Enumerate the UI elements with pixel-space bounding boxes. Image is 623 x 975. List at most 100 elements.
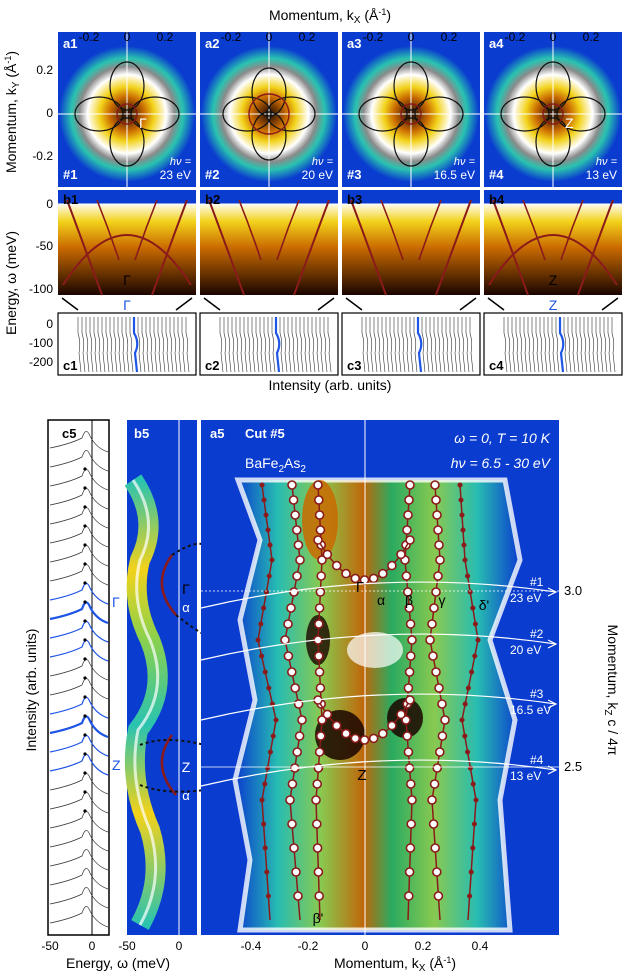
fs-contour [535, 117, 571, 167]
a5-right-tick: 3.0 [564, 583, 582, 598]
a5-xtick: 0.2 [415, 939, 432, 953]
a5-hotspot [315, 710, 365, 760]
a5-band-marker [404, 667, 415, 677]
a5-band-marker [313, 619, 324, 629]
band-dispersion [492, 199, 529, 296]
edc-curve [547, 317, 552, 373]
fs-center-label: Z [565, 115, 574, 131]
a5-band-marker [262, 781, 268, 787]
edc-curve [453, 317, 458, 373]
a5-band-marker [404, 867, 415, 877]
c5-edc-curve [49, 868, 109, 890]
edc-curve [81, 317, 86, 373]
a5-band-marker [405, 619, 416, 629]
a5-band-marker [405, 779, 416, 789]
kx-tick: 0 [124, 30, 131, 44]
band-label-delta-prime: δ' [479, 597, 489, 613]
edc-curve [137, 317, 142, 373]
disp-map-top [200, 190, 338, 204]
edc-curve [413, 317, 418, 373]
a5-band-marker [404, 495, 414, 505]
edc-curve [611, 317, 616, 373]
a5-band-marker [459, 717, 465, 723]
a5-band-marker [428, 819, 439, 829]
a5-band-marker [290, 683, 301, 693]
c5-edc-curve [49, 887, 109, 909]
a5-band-marker [315, 525, 326, 535]
band-dispersion [238, 199, 262, 261]
edc-curve [185, 317, 190, 373]
band-dispersion [293, 199, 330, 296]
edc-curve [279, 317, 284, 373]
b-tick: -100 [29, 282, 53, 296]
a5-band-marker [458, 497, 464, 503]
fs-contour [109, 61, 145, 111]
ky-axis-title: Momentum, kY (Å-1) [3, 51, 22, 173]
c5-peak-dot [83, 714, 87, 718]
a5-band-marker [294, 731, 305, 741]
panel-b5: b5 Γ α Z α -50 0 [118, 420, 206, 953]
band-dispersion [522, 199, 546, 261]
edc-curve [409, 317, 414, 373]
b5-xtick: -50 [118, 939, 136, 953]
a5-band-marker [467, 589, 473, 595]
c5-xtick: 0 [89, 939, 96, 953]
edc-curve [85, 317, 90, 373]
edc-curve [327, 317, 332, 373]
edc-curve [77, 317, 82, 373]
edc-curve [361, 317, 366, 373]
edc-curve [405, 317, 410, 373]
cut-name: #4 [530, 753, 544, 767]
a5-band-marker [315, 683, 326, 693]
band-dispersion [488, 234, 618, 286]
edc-curve [315, 317, 320, 373]
a5-band-marker [432, 510, 442, 520]
zoom-connector [345, 297, 363, 311]
edc-curve [93, 317, 98, 373]
fs-panel-label: a4 [489, 36, 504, 51]
a5-band-marker [313, 651, 324, 661]
edc-center-label: Z [549, 297, 558, 313]
a5-band-marker [470, 781, 476, 787]
a5-band-marker [286, 667, 297, 677]
a5-band-marker [425, 635, 435, 645]
c5-xtick: -50 [41, 939, 59, 953]
fs-panel-label: a2 [205, 36, 219, 51]
cut-line [200, 759, 557, 787]
band-dispersion [66, 199, 103, 296]
c-tick: 0 [46, 317, 53, 331]
fs-contour [251, 67, 287, 117]
a5-band-marker [264, 869, 270, 875]
a5-band-marker [429, 779, 440, 789]
kx-tick: -0.2 [221, 30, 242, 44]
fs-contour [251, 111, 287, 161]
fs-hv-label: hν = [312, 156, 334, 168]
edc-curve [274, 317, 281, 373]
edc-curve [101, 317, 106, 373]
cut-line [200, 633, 557, 661]
a5-band-marker [283, 651, 294, 661]
fs-panel-label: a1 [63, 36, 77, 51]
a5-band-marker [262, 845, 268, 851]
edc-curve [449, 317, 454, 373]
a5-xtick: -0.4 [241, 939, 262, 953]
a5-band-marker [331, 560, 342, 571]
edc-curve [389, 317, 394, 373]
c5-peak-dot [83, 581, 87, 585]
cut-arrow [547, 699, 558, 709]
a5-band-marker [293, 540, 304, 550]
b5-z-band [160, 734, 177, 796]
a5-band-marker [285, 795, 295, 805]
a5-band-marker [312, 779, 323, 789]
c5-peak-dot [83, 771, 87, 775]
a5-right-tick: 2.5 [564, 759, 582, 774]
c5-edc-curve [49, 431, 109, 453]
a5-band-marker [467, 765, 473, 771]
fs-cut-label: #4 [489, 167, 504, 182]
a5-band-marker [289, 587, 299, 597]
edc-curve [141, 317, 146, 373]
fs-hv-value: 16.5 eV [434, 168, 475, 182]
edc-curve [157, 317, 162, 373]
a5-condition2: hν = 6.5 - 30 eV [451, 455, 552, 471]
panel-c5: c5 Γ Z -50 0 [41, 419, 121, 953]
